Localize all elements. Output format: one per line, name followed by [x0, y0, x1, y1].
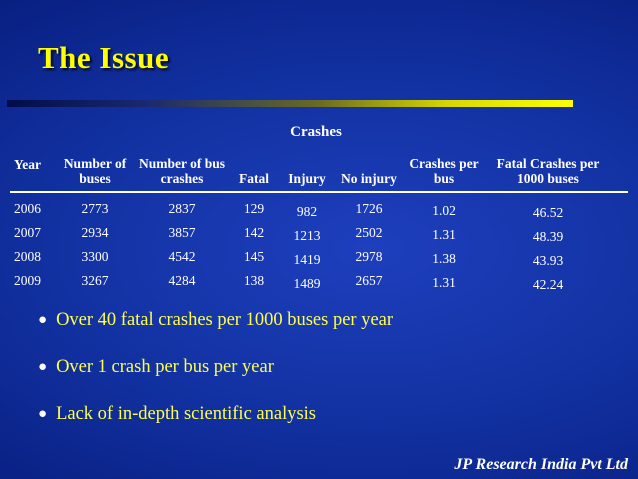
table-row: 2009 3267 4284 138 1489 2657 1.31 42.24 — [10, 272, 628, 292]
table-cell: 2006 — [14, 201, 41, 216]
table-row: 2006 2773 2837 129 982 1726 1.02 46.52 — [10, 200, 628, 220]
crash-data-table: Crashes Year Number of buses Number of b… — [10, 124, 628, 292]
table-cell: 2008 — [14, 249, 41, 264]
column-header-year: Year — [14, 157, 41, 173]
bullet-icon: ● — [38, 312, 48, 328]
slide-title: The Issue — [38, 40, 170, 75]
table-cell: 145 — [243, 249, 265, 264]
table-cell: 1.38 — [432, 251, 456, 266]
bullet-text: Over 40 fatal crashes per 1000 buses per… — [56, 310, 394, 330]
table-header-separator — [10, 191, 628, 193]
table-cell: 2007 — [14, 225, 41, 240]
table-cell: 982 — [296, 204, 318, 219]
bullet-text: Lack of in-depth scientific analysis — [56, 404, 317, 424]
bullet-icon: ● — [38, 406, 48, 422]
table-cell: 1419 — [293, 252, 321, 267]
list-item: ● Over 40 fatal crashes per 1000 buses p… — [38, 310, 393, 331]
table-cell: 2502 — [355, 225, 383, 240]
bullet-text: Over 1 crash per bus per year — [56, 357, 274, 377]
table-cell: 43.93 — [532, 253, 564, 268]
table-row: 2007 2934 3857 142 1213 2502 1.31 48.39 — [10, 224, 628, 244]
table-cell: 1489 — [293, 276, 321, 291]
table-cell: 2934 — [81, 225, 109, 240]
column-header-number-of-bus-crashes: Number of bus crashes — [138, 155, 226, 186]
column-header-number-of-buses: Number of buses — [63, 155, 127, 186]
table-cell: 4542 — [168, 249, 196, 264]
column-header-injury: Injury — [288, 170, 326, 186]
table-cell: 3857 — [168, 225, 196, 240]
table-cell: 48.39 — [532, 229, 564, 244]
table-cell: 2657 — [355, 273, 383, 288]
column-header-fatal-crashes-per-1000: Fatal Crashes per 1000 buses — [496, 155, 600, 186]
list-item: ● Lack of in-depth scientific analysis — [38, 404, 393, 425]
column-header-crashes-per-bus: Crashes per bus — [409, 155, 479, 186]
bullet-list: ● Over 40 fatal crashes per 1000 buses p… — [38, 310, 393, 451]
table-cell: 1.02 — [432, 203, 456, 218]
table-group-header: Crashes — [290, 124, 342, 140]
table-row: 2008 3300 4542 145 1419 2978 1.38 43.93 — [10, 248, 628, 268]
table-cell: 3300 — [81, 249, 109, 264]
table-cell: 1.31 — [432, 275, 456, 290]
column-header-no-injury: No injury — [341, 170, 397, 186]
table-header-row: Year Number of buses Number of bus crash… — [10, 144, 628, 186]
list-item: ● Over 1 crash per bus per year — [38, 357, 393, 378]
table-cell: 46.52 — [532, 205, 564, 220]
table-cell: 142 — [243, 225, 265, 240]
table-cell: 42.24 — [532, 277, 564, 292]
table-cell: 3267 — [81, 273, 109, 288]
table-cell: 2837 — [168, 201, 196, 216]
table-cell: 1.31 — [432, 227, 456, 242]
footer-company-name: JP Research India Pvt Ltd — [454, 456, 628, 473]
table-cell: 2009 — [14, 273, 41, 288]
table-cell: 138 — [243, 273, 265, 288]
column-header-fatal: Fatal — [239, 170, 269, 186]
table-cell: 1726 — [355, 201, 383, 216]
table-cell: 129 — [243, 201, 265, 216]
title-divider-bar — [7, 100, 573, 107]
table-cell: 2773 — [81, 201, 109, 216]
table-cell: 1213 — [293, 228, 321, 243]
table-cell: 4284 — [168, 273, 196, 288]
bullet-icon: ● — [38, 359, 48, 375]
table-cell: 2978 — [355, 249, 383, 264]
